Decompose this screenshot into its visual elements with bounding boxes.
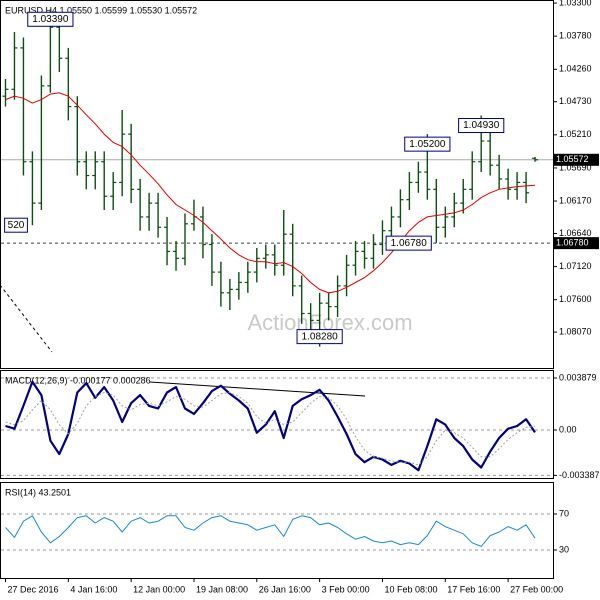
y-tick-label: 1.05690 (559, 162, 592, 172)
x-tick-label: 19 Jan 08:00 (196, 584, 248, 594)
panel-frame (0, 0, 554, 369)
price-box-label: 1.05572 (556, 154, 589, 164)
panel-frame (0, 370, 554, 479)
y-tick-label: 70 (559, 508, 569, 518)
y-tick-label: 0.003879 (559, 372, 597, 382)
x-tick-label: 27 Feb 00:00 (510, 584, 563, 594)
price-box (553, 237, 599, 250)
x-tick-label: 3 Feb 00:00 (322, 584, 370, 594)
x-tick-label: 17 Feb 16:00 (447, 584, 500, 594)
y-tick-label: 1.04260 (559, 64, 592, 74)
y-tick-label: 1.03300 (559, 0, 592, 7)
x-tick-label: 4 Jan 16:00 (70, 584, 117, 594)
y-tick-label: 30 (559, 544, 569, 554)
indicator-line (5, 515, 536, 547)
annotation-box (27, 11, 74, 27)
x-tick-label: 27 Dec 2016 (7, 584, 58, 594)
y-tick-label: 0.00 (559, 424, 577, 434)
annotation-box (296, 329, 343, 345)
trend-line (0, 284, 53, 353)
annotation-box (458, 118, 505, 134)
y-tick-label: 1.03780 (559, 31, 592, 41)
indicator-line (5, 380, 536, 472)
panel-title: MACD(12,26,9) -0.000177 0.000286 (5, 375, 151, 385)
trend-line (149, 381, 366, 397)
moving-average (5, 92, 536, 294)
annotation-box (404, 136, 451, 152)
y-tick-label: 1.04730 (559, 96, 592, 106)
y-tick-label: 1.08070 (559, 327, 592, 337)
panel-frame (0, 482, 554, 579)
price-box (553, 153, 599, 166)
x-tick-label: 12 Jan 00:00 (133, 584, 185, 594)
annotation-box (385, 235, 432, 251)
y-tick-label: 1.06640 (559, 228, 592, 238)
y-tick-label: 1.05210 (559, 129, 592, 139)
annotation-label: 1.08280 (302, 331, 339, 342)
indicator-line (5, 392, 536, 466)
x-tick-label: 10 Feb 08:00 (384, 584, 437, 594)
price-box-label: 1.06780 (556, 238, 589, 248)
annotation-label: 1.03390 (32, 14, 69, 25)
y-tick-label: -0.003387 (559, 470, 600, 480)
annotation-label: 1.05200 (409, 139, 446, 150)
y-tick-label: 1.06170 (559, 195, 592, 205)
panel-title: RSI(14) 43.2501 (5, 487, 71, 497)
annotation-label: 1.04930 (463, 120, 500, 131)
annotation-box (4, 217, 28, 233)
y-tick-label: 1.07120 (559, 261, 592, 271)
y-tick-label: 1.07600 (559, 294, 592, 304)
annotation-label: 520 (8, 220, 25, 231)
x-tick-label: 26 Jan 16:00 (259, 584, 311, 594)
panel-title: EURUSD,H4 1.05550 1.05599 1.05530 1.0557… (5, 5, 197, 15)
annotation-label: 1.06780 (391, 238, 428, 249)
